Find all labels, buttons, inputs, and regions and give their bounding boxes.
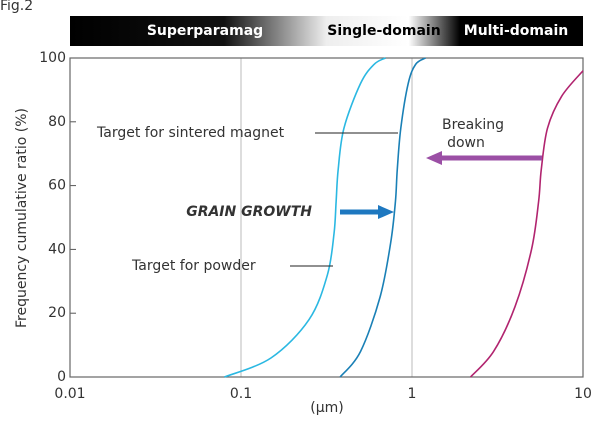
y-tick-label: 0 xyxy=(57,369,66,385)
y-tick-label: 20 xyxy=(48,305,66,321)
figure-label: Fig.2 xyxy=(0,0,33,14)
x-tick-label: 1 xyxy=(408,386,417,402)
band-label: Multi-domain xyxy=(464,23,568,39)
arrow-head xyxy=(378,205,394,219)
x-tick-label: 0.1 xyxy=(230,386,252,402)
y-tick-label: 60 xyxy=(48,178,66,194)
x-axis-label: (μm) xyxy=(310,400,343,416)
series-label: Target for sintered magnet xyxy=(96,125,285,141)
annotation: Breaking xyxy=(442,117,504,133)
plot-frame xyxy=(69,57,584,378)
band-label: Single-domain xyxy=(327,23,440,39)
annotation: down xyxy=(447,135,485,151)
y-axis-label: Frequency cumulative ratio (%) xyxy=(14,108,30,328)
x-tick-label: 0.01 xyxy=(54,386,85,402)
y-tick-label: 80 xyxy=(48,114,66,130)
arrow-head xyxy=(426,151,442,165)
y-tick-label: 100 xyxy=(39,50,66,66)
annotation: GRAIN GROWTH xyxy=(186,204,312,220)
band-label: Superparamag xyxy=(147,23,263,39)
curve xyxy=(224,57,386,378)
domain-band xyxy=(70,16,583,46)
x-tick-label: 10 xyxy=(574,386,592,402)
curve xyxy=(469,70,584,378)
curve xyxy=(339,57,426,378)
y-tick-label: 40 xyxy=(48,241,66,257)
series-label: Target for powder xyxy=(131,258,256,274)
